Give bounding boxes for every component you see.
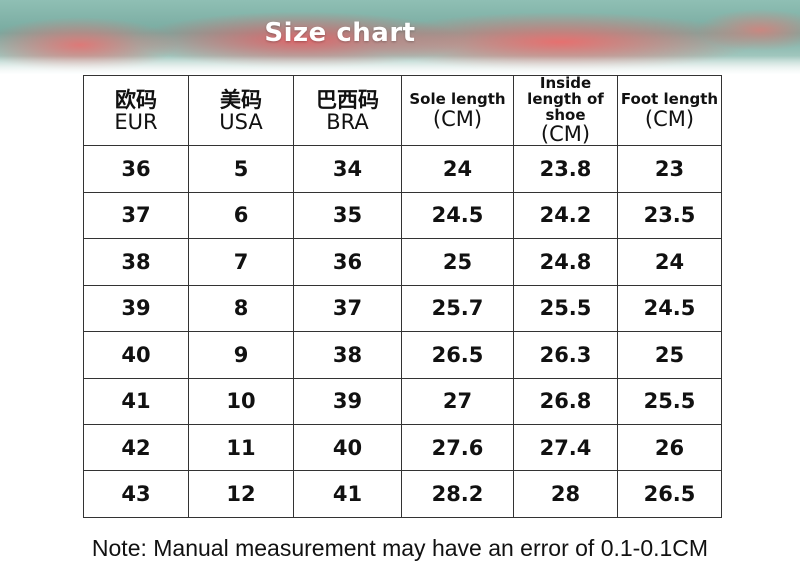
table-row: 39 8 37 25.7 25.5 24.5 [83,284,722,333]
cell-eur: 36 [83,145,189,193]
cell-usa: 9 [188,331,294,379]
header-eur: 欧码 EUR [83,74,189,147]
header-inside-length-unit: (CM) [540,122,591,147]
cell-bra: 37 [293,284,402,333]
cell-bra: 38 [293,331,402,379]
cell-eur: 39 [83,284,189,333]
header-row: 欧码 EUR 美码 USA 巴西码 BRA Sole length (CM) I… [83,74,722,147]
table-row: 43 12 41 28.2 28 26.5 [83,470,722,518]
table-row: 41 10 39 27 26.8 25.5 [83,377,722,426]
cell-sole-length: 24.5 [401,191,514,240]
cell-bra: 41 [293,470,402,518]
table-row: 40 9 38 26.5 26.3 25 [83,331,722,379]
cell-eur: 41 [83,377,189,426]
cell-inside-length: 26.3 [513,331,618,379]
cell-inside-length: 27.4 [513,424,618,472]
header-usa-label: USA [219,109,263,134]
header-sole-length-label: Sole length [409,89,506,108]
header-sole-length: Sole length (CM) [401,74,514,147]
cell-usa: 6 [188,191,294,240]
size-chart-table: 欧码 EUR 美码 USA 巴西码 BRA Sole length (CM) I… [83,74,722,518]
page-title: Size chart [264,18,416,48]
cell-sole-length: 27 [401,377,514,426]
cell-usa: 5 [188,145,294,193]
cell-foot-length: 24 [617,238,722,286]
header-banner [0,0,800,74]
header-bra: 巴西码 BRA [293,74,402,147]
cell-inside-length: 24.8 [513,238,618,286]
header-foot-length-unit: (CM) [644,106,695,131]
cell-eur: 37 [83,191,189,240]
cell-eur: 40 [83,331,189,379]
cell-sole-length: 25.7 [401,284,514,333]
header-eur-label: EUR [114,109,158,134]
header-usa: 美码 USA [188,74,294,147]
cell-eur: 38 [83,238,189,286]
cell-foot-length: 25 [617,331,722,379]
cell-sole-length: 24 [401,145,514,193]
header-inside-length-label: Inside length of shoe [527,74,604,124]
header-sole-length-unit: (CM) [432,106,483,131]
cell-foot-length: 25.5 [617,377,722,426]
cell-foot-length: 23.5 [617,191,722,240]
cell-bra: 34 [293,145,402,193]
header-eur-cn: 欧码 [115,87,157,112]
cell-sole-length: 27.6 [401,424,514,472]
table-row: 36 5 34 24 23.8 23 [83,145,722,193]
header-foot-length: Foot length (CM) [617,74,722,147]
cell-bra: 36 [293,238,402,286]
header-bra-label: BRA [326,109,369,134]
cell-sole-length: 28.2 [401,470,514,518]
cell-usa: 8 [188,284,294,333]
table-row: 42 11 40 27.6 27.4 26 [83,424,722,472]
cell-usa: 7 [188,238,294,286]
cell-foot-length: 23 [617,145,722,193]
header-inside-length: Inside length of shoe (CM) [513,74,618,147]
cell-inside-length: 25.5 [513,284,618,333]
cell-inside-length: 26.8 [513,377,618,426]
cell-eur: 42 [83,424,189,472]
cell-usa: 11 [188,424,294,472]
cell-foot-length: 26 [617,424,722,472]
cell-inside-length: 24.2 [513,191,618,240]
header-usa-cn: 美码 [220,87,262,112]
cell-usa: 10 [188,377,294,426]
cell-bra: 35 [293,191,402,240]
measurement-note: Note: Manual measurement may have an err… [91,535,709,561]
cell-usa: 12 [188,470,294,518]
cell-inside-length: 28 [513,470,618,518]
cell-sole-length: 26.5 [401,331,514,379]
cell-foot-length: 24.5 [617,284,722,333]
cell-eur: 43 [83,470,189,518]
cell-bra: 40 [293,424,402,472]
cell-foot-length: 26.5 [617,470,722,518]
table-row: 38 7 36 25 24.8 24 [83,238,722,286]
cell-bra: 39 [293,377,402,426]
cell-sole-length: 25 [401,238,514,286]
header-bra-cn: 巴西码 [316,87,379,112]
header-foot-length-label: Foot length [620,89,719,108]
cell-inside-length: 23.8 [513,145,618,193]
table-row: 37 6 35 24.5 24.2 23.5 [83,191,722,240]
